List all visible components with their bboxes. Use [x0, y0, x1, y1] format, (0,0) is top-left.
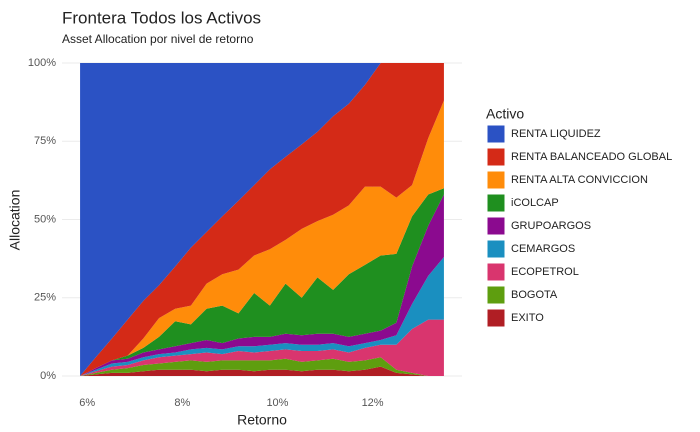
legend-label: RENTA ALTA CONVICCION [511, 174, 648, 186]
legend-swatch [486, 308, 506, 328]
legend-label: RENTA LIQUIDEZ [511, 128, 601, 140]
legend-swatch [486, 285, 506, 305]
chart-subtitle: Asset Allocation por nivel de retorno [62, 32, 254, 46]
legend-swatch [486, 216, 506, 236]
legend-swatch [486, 262, 506, 282]
y-tick-label: 25% [34, 292, 56, 304]
area [80, 357, 444, 376]
legend-label: RENTA BALANCEADO GLOBAL [511, 151, 672, 163]
legend-label: EXITO [511, 312, 544, 324]
legend-swatch [486, 193, 506, 213]
legend-label: iCOLCAP [511, 197, 559, 209]
area [80, 63, 444, 376]
legend-label: ECOPETROL [511, 266, 579, 278]
area [80, 63, 444, 376]
legend-title: Activo [486, 106, 524, 122]
area [80, 366, 444, 376]
y-tick-label: 75% [34, 135, 56, 147]
legend-label: GRUPOARGOS [511, 220, 591, 232]
x-axis-title: Retorno [237, 412, 287, 428]
y-tick-label: 50% [34, 213, 56, 225]
legend-swatch [486, 239, 506, 259]
legend-swatch [486, 147, 506, 167]
area [80, 188, 444, 376]
area [80, 319, 444, 376]
legend-label: CEMARGOS [511, 243, 575, 255]
y-tick-label: 0% [40, 370, 56, 382]
y-tick-label: 100% [28, 57, 56, 69]
x-tick-label: 12% [362, 397, 384, 409]
x-tick-label: 6% [79, 397, 95, 409]
legend-swatch [486, 124, 506, 144]
area [80, 100, 444, 376]
legend-swatch [486, 170, 506, 190]
legend-label: BOGOTA [511, 289, 558, 301]
x-tick-label: 8% [174, 397, 190, 409]
area [80, 194, 444, 376]
area [80, 257, 444, 376]
x-tick-label: 10% [266, 397, 288, 409]
y-axis-title: Allocation [7, 190, 23, 251]
chart-title: Frontera Todos los Activos [62, 8, 261, 27]
